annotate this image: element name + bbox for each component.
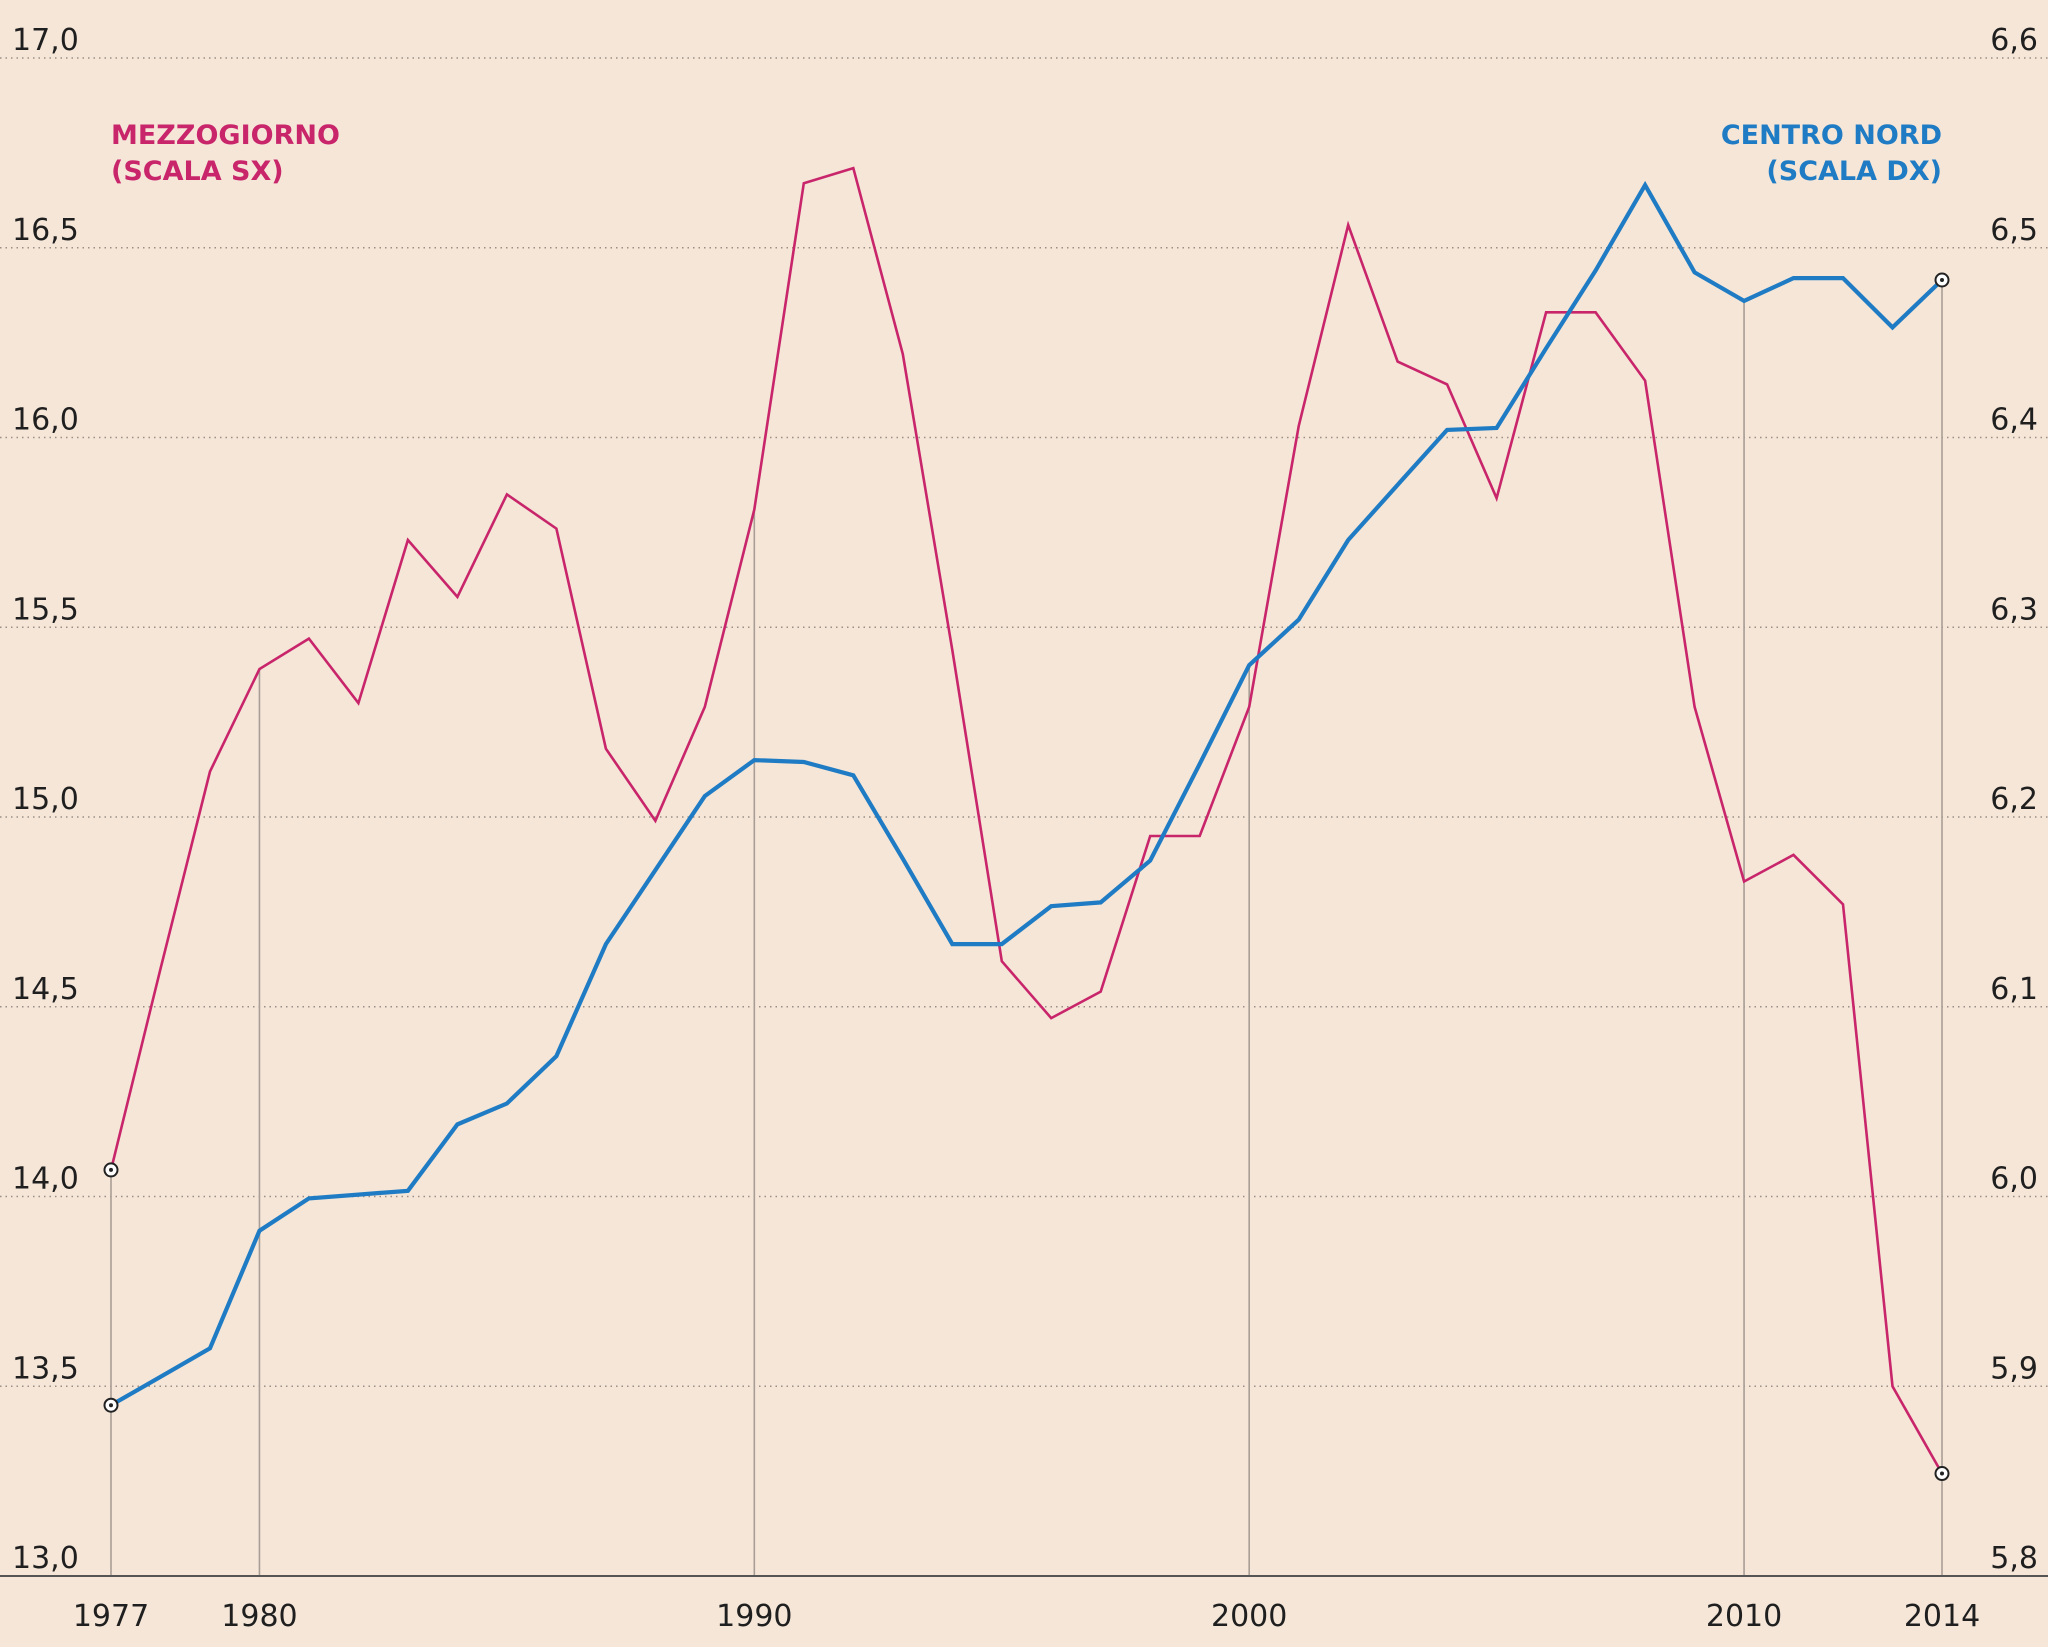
- year-marker-lines: [110, 280, 1943, 1576]
- y-right-tick-label: 6,2: [1990, 782, 2038, 817]
- x-tick-label: 1990: [716, 1599, 792, 1634]
- series-line-mezzogiorno: [109, 166, 1944, 1475]
- y-right-tick-label: 5,9: [1990, 1351, 2038, 1386]
- endpoint-marker-mezzogiorno-start-dot: [109, 1167, 113, 1172]
- y-right-tick-label: 6,6: [1990, 23, 2038, 58]
- x-tick-label: 2010: [1706, 1599, 1782, 1634]
- y-left-tick-label: 14,5: [12, 972, 79, 1007]
- y-left-tick-label: 14,0: [12, 1162, 79, 1197]
- grid-layer: [0, 57, 2048, 1388]
- y-left-tick-label: 13,0: [12, 1541, 79, 1576]
- endpoint-marker-centro-nord-end-dot: [1940, 278, 1944, 283]
- endpoint-marker-centro-nord-start-dot: [109, 1403, 113, 1408]
- legend-centro-nord-name: CENTRO NORD: [1721, 120, 1942, 151]
- series-layer: [103, 166, 1950, 1482]
- y-right-tick-label: 5,8: [1990, 1541, 2038, 1576]
- y-right-tick-label: 6,1: [1990, 972, 2038, 1007]
- legend-centro-nord-scale: (SCALA DX): [1766, 156, 1942, 187]
- y-left-tick-label: 15,0: [12, 782, 79, 817]
- y-left-tick-label: 15,5: [12, 592, 79, 627]
- y-left-tick-label: 13,5: [12, 1351, 79, 1386]
- legend-mezzogiorno-scale: (SCALA SX): [111, 156, 284, 187]
- y-right-tick-label: 6,5: [1990, 213, 2038, 248]
- y-right-tick-label: 6,3: [1990, 592, 2038, 627]
- x-tick-label: 1980: [221, 1599, 297, 1634]
- legend-layer: MEZZOGIORNO (SCALA SX) CENTRO NORD (SCAL…: [111, 120, 1942, 187]
- y-right-tick-label: 6,0: [1990, 1162, 2038, 1197]
- x-tick-label: 1977: [73, 1599, 149, 1634]
- y-left-tick-label: 17,0: [12, 23, 79, 58]
- y-left-tick-label: 16,0: [12, 403, 79, 438]
- y-left-tick-label: 16,5: [12, 213, 79, 248]
- series-line-centro-nord: [109, 180, 1944, 1408]
- endpoint-marker-mezzogiorno-end-dot: [1940, 1471, 1944, 1476]
- x-tick-label: 2014: [1904, 1599, 1980, 1634]
- x-tick-label: 2000: [1211, 1599, 1287, 1634]
- tick-label-layer: 13,0 5,8 13,5 5,9 14,0 6,0 14,5 6,1 15,0 6,2 15,5 6…: [12, 23, 2038, 1634]
- y-right-tick-label: 6,4: [1990, 403, 2038, 438]
- legend-mezzogiorno-name: MEZZOGIORNO: [111, 120, 340, 151]
